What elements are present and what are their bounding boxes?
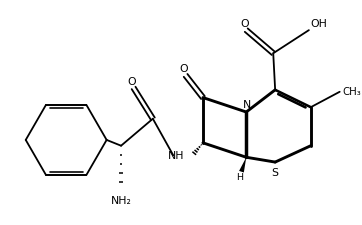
Text: N: N <box>243 100 251 110</box>
Text: O: O <box>127 76 136 86</box>
Text: OH: OH <box>310 19 327 29</box>
Text: CH₃: CH₃ <box>342 86 361 96</box>
Text: O: O <box>240 19 249 29</box>
Text: NH: NH <box>168 151 185 161</box>
Text: O: O <box>179 63 188 73</box>
Text: S: S <box>272 168 279 178</box>
Polygon shape <box>239 158 246 173</box>
Text: H: H <box>236 172 243 181</box>
Text: NH₂: NH₂ <box>111 195 131 205</box>
